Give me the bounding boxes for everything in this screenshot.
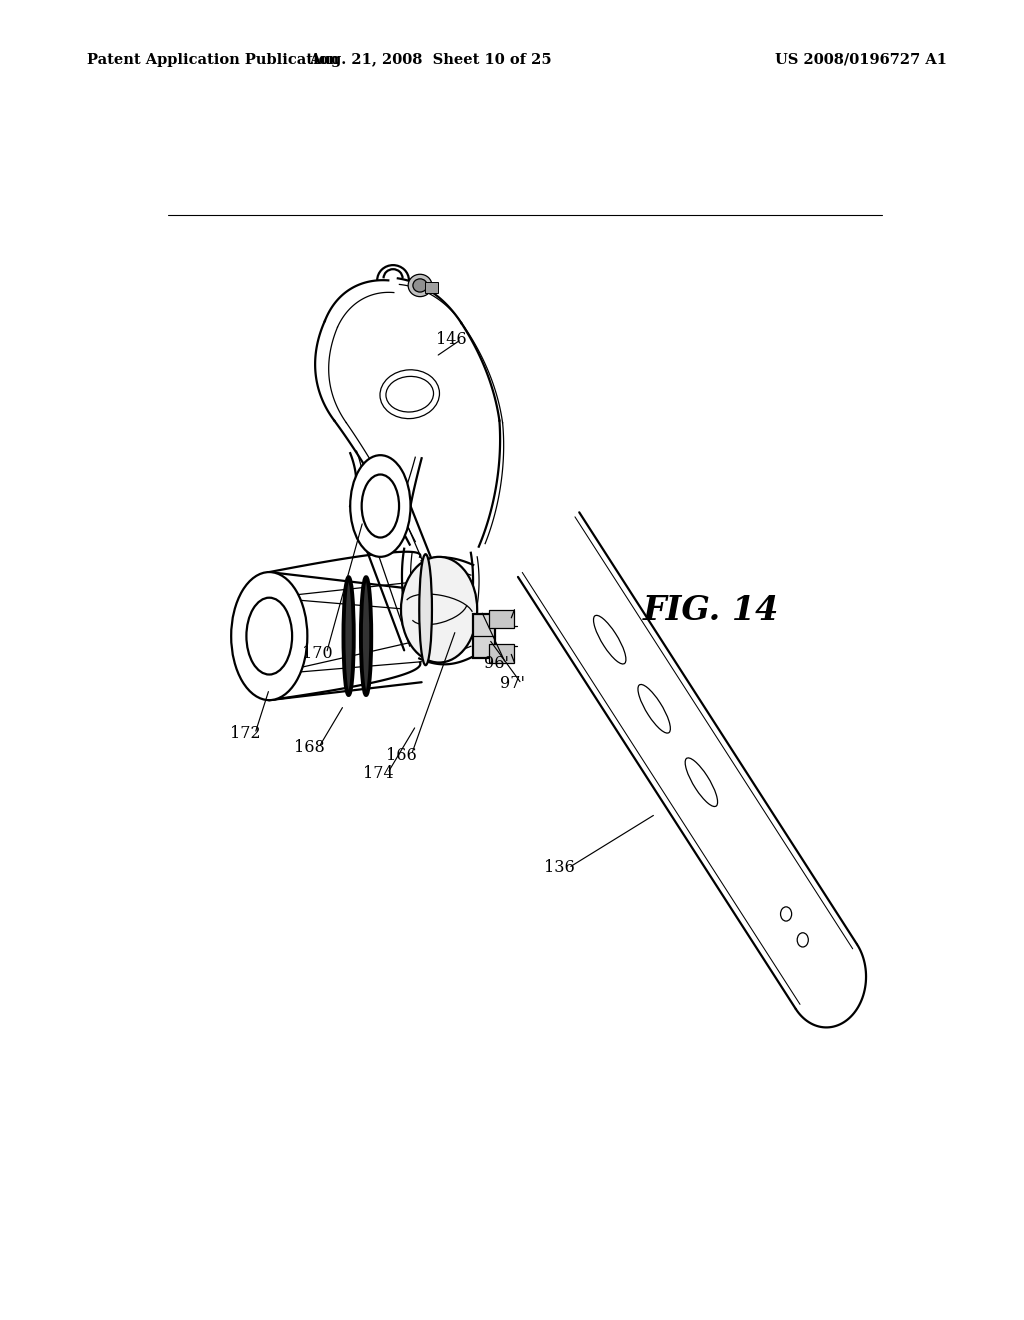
Ellipse shape xyxy=(401,557,477,663)
Ellipse shape xyxy=(247,598,292,675)
Text: Patent Application Publication: Patent Application Publication xyxy=(87,53,339,67)
Text: 170: 170 xyxy=(301,645,332,661)
Ellipse shape xyxy=(380,370,439,418)
Circle shape xyxy=(780,907,792,921)
Text: 146: 146 xyxy=(436,331,467,347)
Text: 97': 97' xyxy=(500,676,524,693)
Ellipse shape xyxy=(350,455,411,557)
Bar xyxy=(425,282,437,293)
Ellipse shape xyxy=(343,577,353,696)
Circle shape xyxy=(798,933,808,946)
FancyBboxPatch shape xyxy=(473,614,496,659)
Bar xyxy=(489,644,514,663)
Ellipse shape xyxy=(413,279,427,292)
Ellipse shape xyxy=(594,615,626,664)
Text: FIG. 14: FIG. 14 xyxy=(643,594,779,627)
Text: 166: 166 xyxy=(386,747,417,763)
Text: US 2008/0196727 A1: US 2008/0196727 A1 xyxy=(775,53,947,67)
Ellipse shape xyxy=(685,758,718,807)
Text: 96': 96' xyxy=(483,655,509,672)
Ellipse shape xyxy=(638,685,671,733)
Ellipse shape xyxy=(361,474,399,537)
Ellipse shape xyxy=(386,376,433,412)
Ellipse shape xyxy=(360,577,372,696)
Text: 174: 174 xyxy=(362,764,393,781)
Text: 168: 168 xyxy=(294,739,325,756)
Ellipse shape xyxy=(409,275,432,297)
Text: Aug. 21, 2008  Sheet 10 of 25: Aug. 21, 2008 Sheet 10 of 25 xyxy=(309,53,551,67)
Ellipse shape xyxy=(231,572,307,700)
Text: 136: 136 xyxy=(544,859,574,876)
Text: 172: 172 xyxy=(230,725,261,742)
Ellipse shape xyxy=(419,554,432,665)
Bar xyxy=(489,610,514,628)
